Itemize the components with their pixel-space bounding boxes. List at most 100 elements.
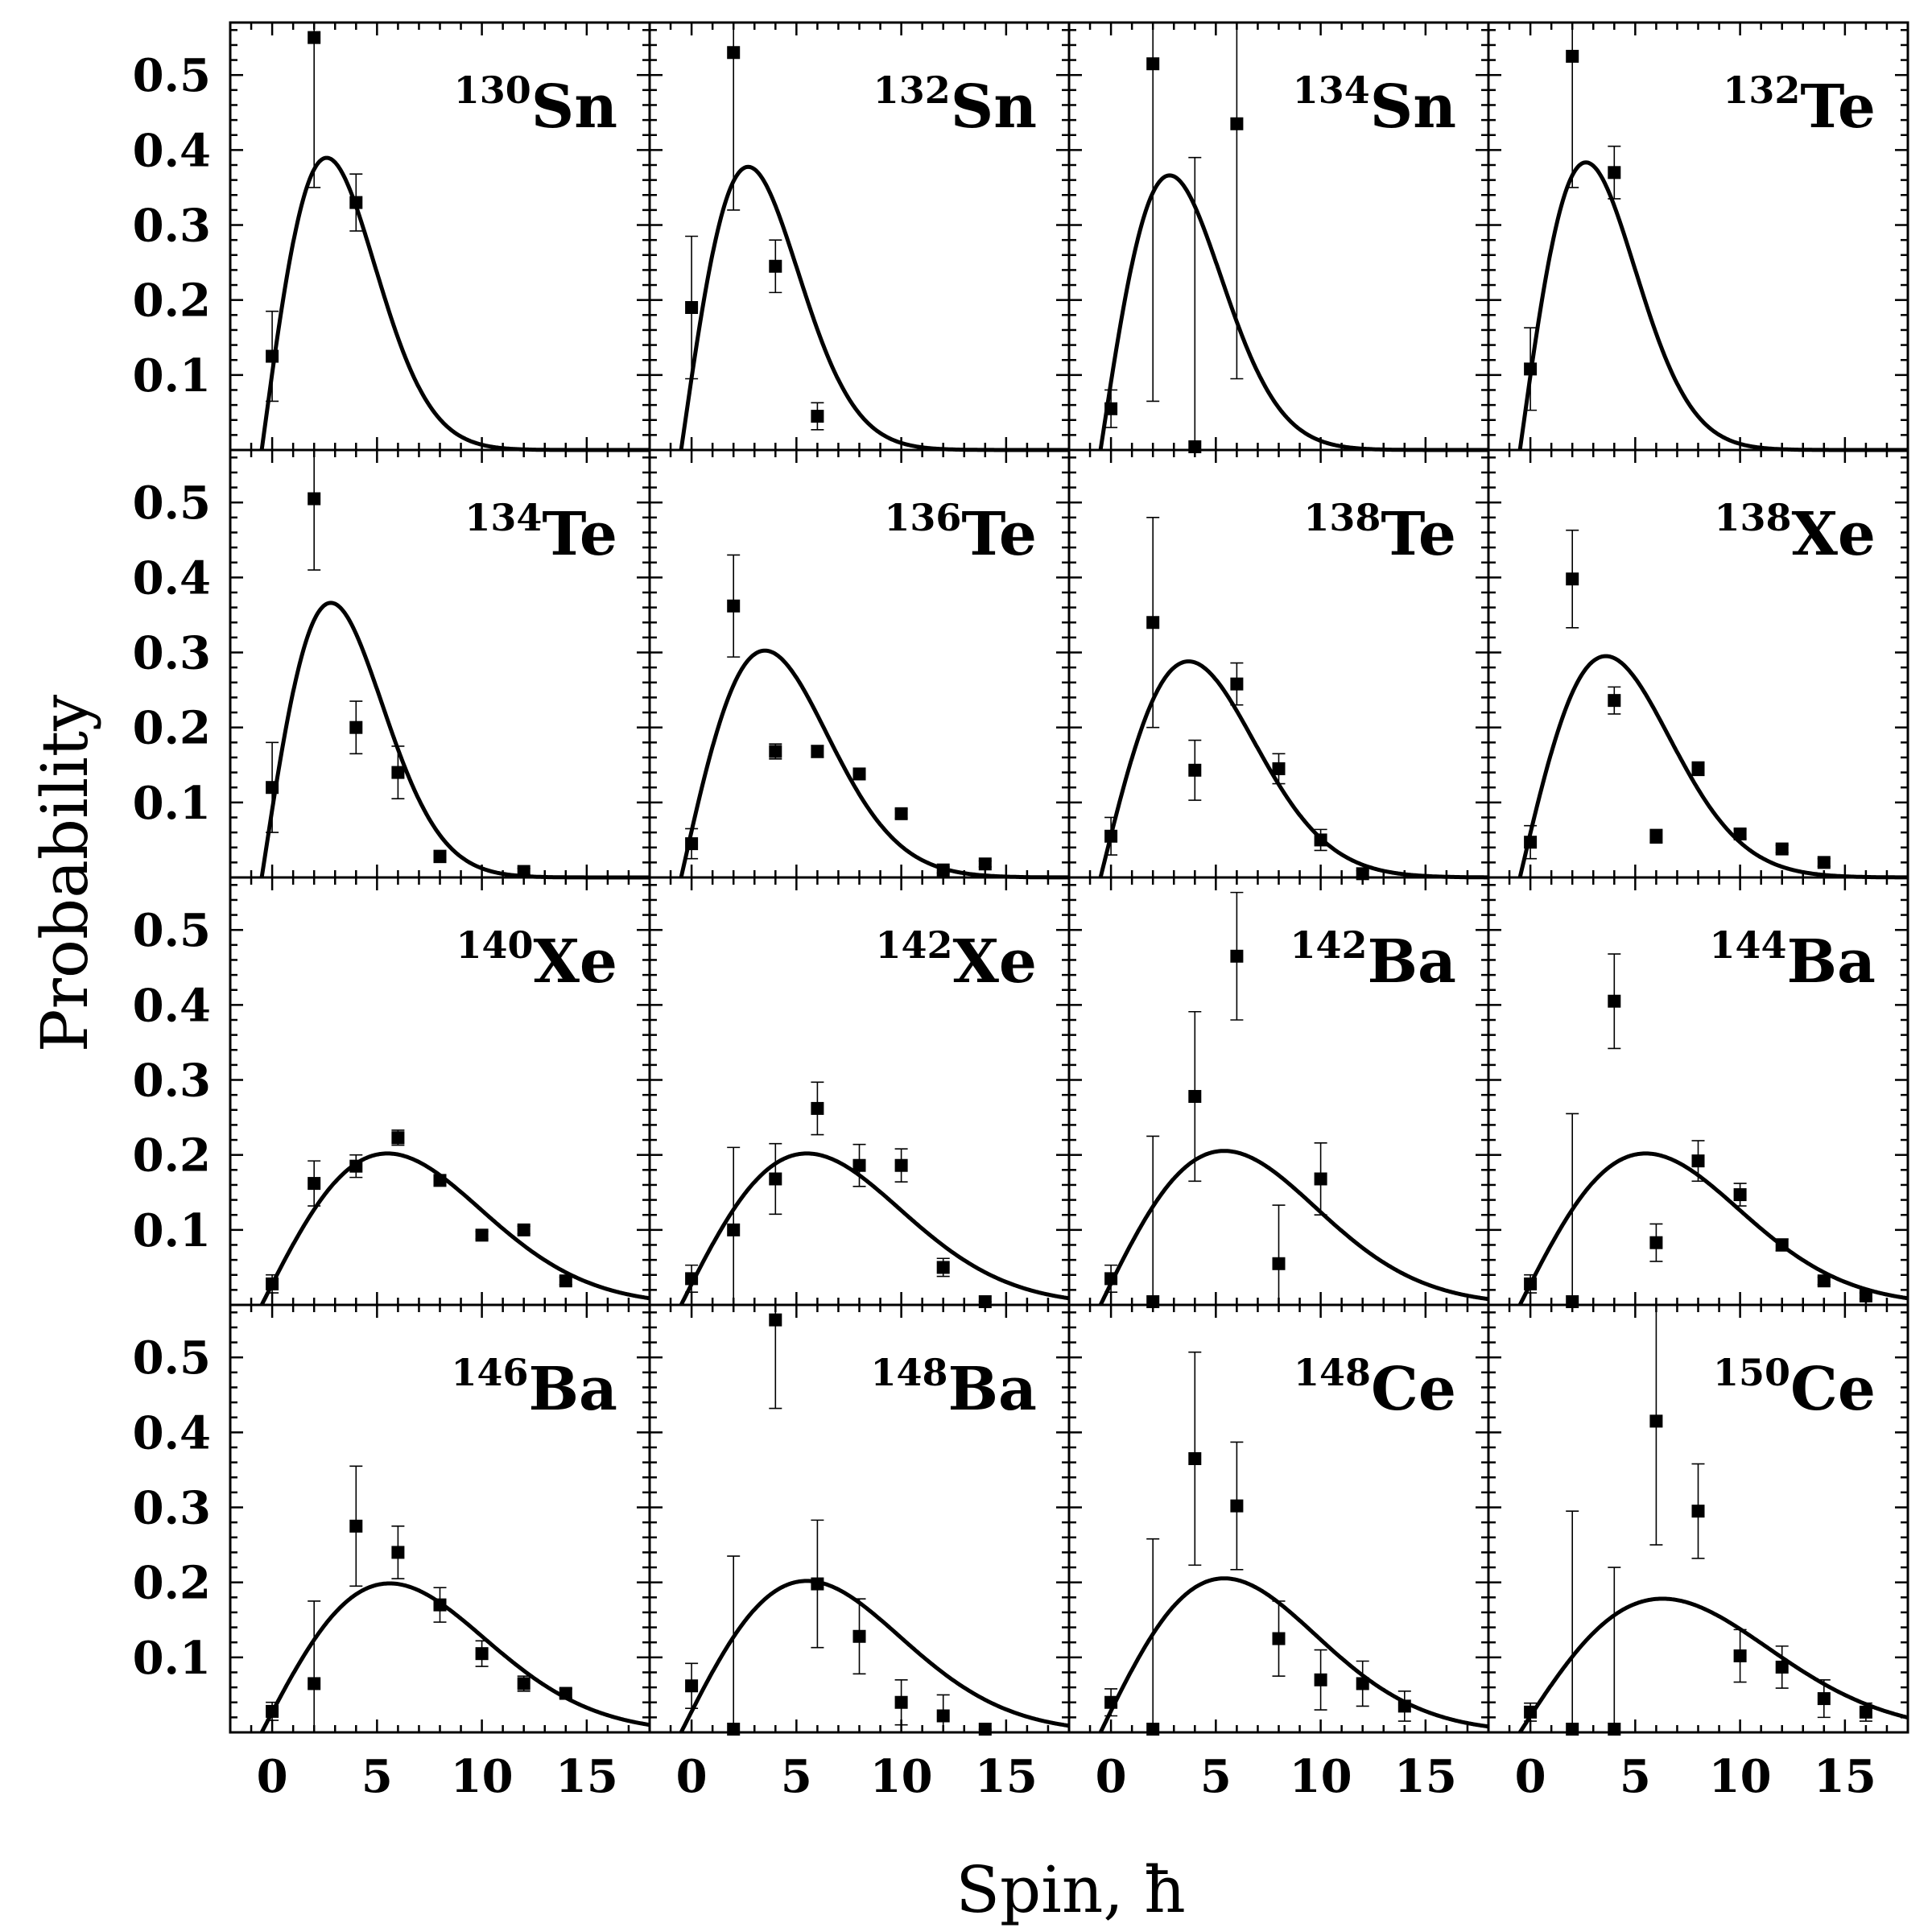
nucleus-label: 138Te — [1303, 496, 1456, 569]
x-tick-label: 0 — [676, 1750, 708, 1803]
model-curve — [1098, 659, 1488, 880]
data-point — [1524, 836, 1538, 849]
y-tick-label: 0.4 — [133, 1406, 211, 1459]
data-point — [475, 1647, 489, 1661]
panel-134Te: 134Te 0.1 0.2 0.3 0.4 0.5 — [133, 448, 651, 880]
data-point — [1775, 1660, 1789, 1674]
x-tick-label: 10 — [870, 1750, 933, 1803]
data-point — [1566, 572, 1579, 586]
element-symbol: Ba — [948, 1355, 1038, 1424]
data-point — [266, 1277, 279, 1290]
data-point — [894, 1158, 908, 1172]
data-point — [1524, 362, 1538, 376]
model-curve — [679, 1151, 1070, 1307]
data-point — [1272, 1632, 1286, 1645]
data-point — [1188, 1090, 1202, 1104]
x-tick-label: 15 — [975, 1750, 1038, 1803]
model-curve — [259, 1151, 650, 1307]
mass-number: 136 — [884, 496, 961, 539]
data-point — [517, 865, 530, 878]
mass-number: 134 — [464, 496, 542, 539]
data-point — [727, 599, 741, 613]
y-tick-label: 0.3 — [133, 1482, 211, 1535]
panel-130Sn: 130Sn 0.1 0.2 0.3 0.4 0.5 — [133, 21, 651, 452]
data-point — [349, 1159, 363, 1173]
panel-144Ba: 144Ba — [1487, 876, 1909, 1308]
x-tick-label: 10 — [451, 1750, 514, 1803]
model-curve — [1098, 1576, 1489, 1734]
data-point — [727, 46, 741, 60]
y-tick-label: 0.1 — [133, 349, 211, 402]
panel-138Xe: 138Xe — [1487, 448, 1909, 880]
data-point — [811, 1101, 824, 1115]
model-curve — [1098, 1149, 1489, 1307]
x-tick-label: 10 — [1290, 1750, 1352, 1803]
data-point — [1356, 1677, 1369, 1690]
nucleus-label: 148Ba — [870, 1351, 1037, 1424]
element-symbol: Ce — [1790, 1355, 1876, 1424]
x-tick-label: 5 — [1200, 1750, 1232, 1803]
nucleus-label: 144Ba — [1709, 923, 1876, 997]
data-point — [852, 1629, 866, 1643]
model-curve — [679, 648, 1070, 880]
data-point — [1146, 616, 1160, 630]
data-point — [1649, 1236, 1663, 1249]
data-point — [1691, 762, 1705, 775]
data-point — [1146, 57, 1160, 71]
data-point — [769, 1313, 782, 1327]
panel-132Te: 132Te — [1487, 21, 1909, 452]
data-point — [1104, 402, 1118, 415]
data-point — [517, 1677, 530, 1690]
data-point — [433, 1174, 447, 1187]
data-point — [1314, 1673, 1327, 1686]
model-curve — [259, 1581, 650, 1734]
data-point — [936, 1261, 950, 1274]
data-point — [1566, 1723, 1579, 1736]
data-point — [936, 1709, 950, 1723]
model-curve — [259, 601, 650, 880]
data-point — [266, 349, 279, 363]
data-point — [1230, 1499, 1244, 1513]
mass-number: 140 — [456, 923, 533, 967]
data-point — [769, 745, 782, 758]
data-point — [349, 196, 363, 209]
panel-136Te: 136Te — [648, 448, 1071, 880]
model-curve — [1517, 160, 1908, 452]
element-symbol: Sn — [1370, 72, 1456, 142]
element-symbol: Te — [1800, 72, 1876, 142]
x-tick-label: 0 — [1096, 1750, 1127, 1803]
data-point — [266, 781, 279, 795]
nucleus-label: 130Sn — [454, 68, 617, 142]
mass-number: 146 — [451, 1351, 528, 1394]
element-symbol: Te — [1381, 500, 1456, 569]
data-point — [936, 863, 950, 877]
data-point — [1230, 677, 1244, 691]
nucleus-label: 142Ba — [1290, 923, 1456, 997]
data-point — [1608, 994, 1621, 1008]
y-tick-label: 0.1 — [133, 777, 211, 830]
x-axis-title: Spin, ħ — [956, 1852, 1186, 1927]
data-point — [433, 1598, 447, 1612]
x-tick-label: 5 — [361, 1750, 393, 1803]
data-point — [475, 1228, 489, 1242]
data-point — [433, 849, 447, 863]
data-point — [852, 1158, 866, 1172]
data-point — [811, 745, 824, 758]
panel-150Ce: 150Ce 0 5 10 15 — [1487, 1303, 1909, 1803]
data-point — [1230, 117, 1244, 130]
y-tick-label: 0.4 — [133, 124, 211, 177]
model-curve — [1098, 173, 1488, 452]
data-point — [894, 807, 908, 820]
element-symbol: Ba — [1368, 927, 1457, 997]
panel-142Xe: 142Xe — [648, 876, 1071, 1308]
data-point — [1733, 827, 1747, 840]
data-point — [1188, 1451, 1202, 1465]
panel-146Ba: 146Ba 0.1 0.2 0.3 0.4 0.5 0 5 10 15 — [133, 1303, 651, 1803]
element-symbol: Te — [961, 500, 1037, 569]
y-tick-label: 0.4 — [133, 979, 211, 1032]
y-tick-label: 0.2 — [133, 702, 211, 755]
data-point — [1524, 1277, 1538, 1290]
element-symbol: Ba — [529, 1355, 618, 1424]
mass-number: 148 — [1294, 1351, 1371, 1394]
mass-number: 134 — [1293, 68, 1370, 112]
